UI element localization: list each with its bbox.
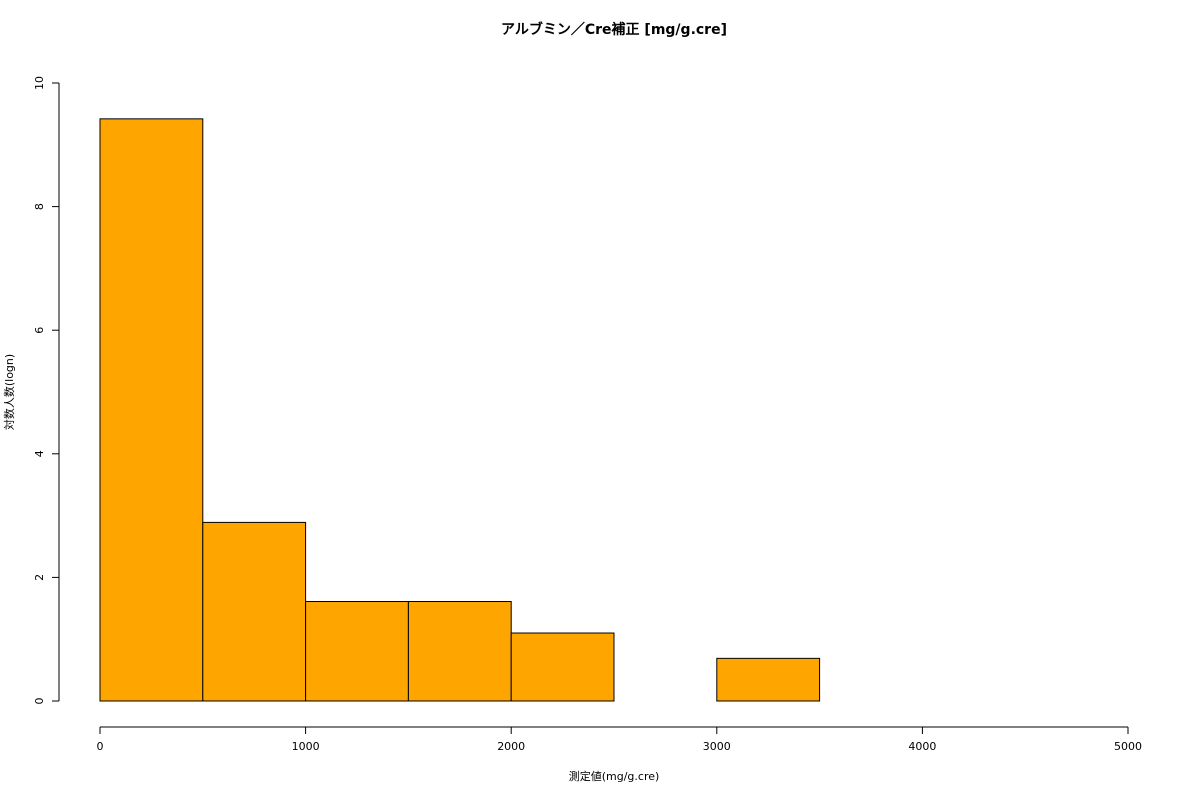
x-tick-label: 0 bbox=[97, 740, 104, 753]
y-tick-label: 0 bbox=[33, 698, 46, 705]
y-tick-label: 8 bbox=[33, 203, 46, 210]
chart-title: アルブミン／Cre補正 [mg/g.cre] bbox=[501, 21, 727, 38]
x-tick-label: 5000 bbox=[1114, 740, 1142, 753]
bar bbox=[716, 657, 821, 702]
x-tick-label: 3000 bbox=[703, 740, 731, 753]
y-tick-label: 6 bbox=[33, 327, 46, 334]
bar bbox=[510, 632, 615, 702]
x-tick-label: 1000 bbox=[292, 740, 320, 753]
x-axis-label: 測定値(mg/g.cre) bbox=[569, 769, 660, 783]
x-tick-label: 2000 bbox=[497, 740, 525, 753]
y-tick-label: 4 bbox=[33, 450, 46, 457]
bar bbox=[305, 601, 409, 702]
y-tick-label: 2 bbox=[33, 574, 46, 581]
bar bbox=[99, 118, 204, 702]
bar bbox=[202, 521, 307, 702]
y-tick-label: 10 bbox=[33, 76, 46, 90]
y-axis-label: 対数人数(logn) bbox=[2, 354, 16, 430]
bar bbox=[407, 601, 512, 702]
x-tick-label: 4000 bbox=[908, 740, 936, 753]
